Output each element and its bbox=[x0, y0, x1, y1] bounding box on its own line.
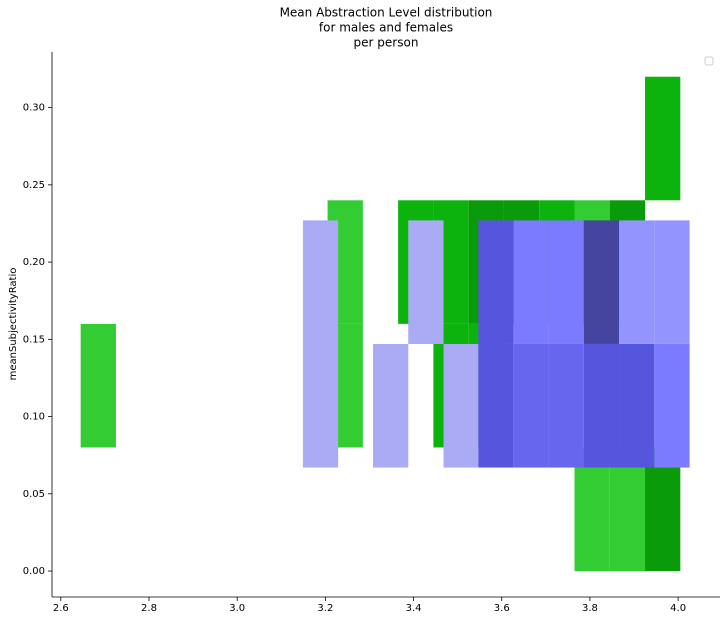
y-tick-label: 0.10 bbox=[23, 412, 45, 423]
histogram-cell bbox=[619, 343, 655, 468]
x-tick-label: 3.0 bbox=[229, 603, 245, 614]
histogram-cell bbox=[513, 220, 549, 344]
histogram-cell bbox=[654, 343, 690, 468]
histogram-cell bbox=[302, 220, 339, 344]
legend-box bbox=[704, 56, 714, 66]
histogram-cell bbox=[443, 343, 479, 468]
x-tick-label: 3.6 bbox=[494, 603, 510, 614]
histogram-cell bbox=[654, 220, 690, 344]
histogram-cell bbox=[583, 220, 620, 344]
y-tick-label: 0.00 bbox=[23, 566, 45, 577]
histogram-cell bbox=[372, 343, 409, 468]
chart-title: per person bbox=[354, 36, 419, 50]
y-tick-label: 0.05 bbox=[23, 489, 45, 500]
histogram-cell bbox=[583, 343, 620, 468]
x-tick-label: 3.2 bbox=[317, 603, 333, 614]
histogram-cell bbox=[302, 343, 339, 468]
y-tick-label: 0.15 bbox=[23, 334, 45, 345]
x-tick-label: 2.8 bbox=[141, 603, 157, 614]
histogram-cell bbox=[548, 220, 584, 344]
y-tick-label: 0.25 bbox=[23, 180, 45, 191]
chart-title: for males and females bbox=[319, 21, 453, 35]
x-tick-label: 3.8 bbox=[582, 603, 598, 614]
histogram-cell bbox=[645, 447, 681, 572]
x-tick-label: 3.4 bbox=[406, 603, 422, 614]
histogram-cell bbox=[513, 343, 549, 468]
histogram-cell bbox=[478, 220, 514, 344]
x-tick-label: 4.0 bbox=[670, 603, 686, 614]
histogram-cell bbox=[548, 343, 584, 468]
y-axis-label: meanSubjectivityRatio bbox=[8, 268, 19, 381]
x-tick-label: 2.6 bbox=[53, 603, 69, 614]
histogram-cell bbox=[645, 76, 681, 201]
histogram-cell bbox=[609, 447, 646, 572]
histogram-cell bbox=[478, 343, 514, 468]
y-tick-label: 0.30 bbox=[23, 103, 45, 114]
histogram-cell bbox=[619, 220, 655, 344]
histogram-cell bbox=[574, 447, 610, 572]
histogram-cell bbox=[408, 220, 444, 344]
y-tick-label: 0.20 bbox=[23, 257, 45, 268]
histogram-cell bbox=[80, 323, 116, 448]
chart-title: Mean Abstraction Level distribution bbox=[280, 6, 493, 20]
